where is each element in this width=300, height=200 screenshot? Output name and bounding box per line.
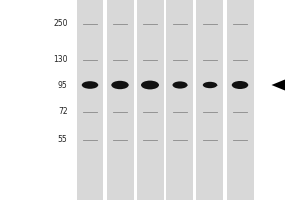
Ellipse shape: [82, 81, 98, 89]
Bar: [196, 0, 224, 200]
Bar: [167, 0, 194, 200]
Bar: [106, 0, 134, 200]
Bar: [226, 0, 254, 200]
Ellipse shape: [111, 81, 129, 89]
Text: 55: 55: [58, 136, 68, 144]
Ellipse shape: [232, 81, 248, 89]
Ellipse shape: [203, 82, 217, 88]
Text: 130: 130: [53, 55, 68, 64]
Bar: [70, 0, 262, 200]
Ellipse shape: [172, 81, 188, 89]
Ellipse shape: [141, 81, 159, 89]
Text: 72: 72: [58, 108, 68, 116]
Bar: [136, 0, 164, 200]
Text: 95: 95: [58, 81, 68, 90]
Text: 250: 250: [53, 20, 68, 28]
Polygon shape: [272, 80, 285, 90]
Bar: [76, 0, 103, 200]
